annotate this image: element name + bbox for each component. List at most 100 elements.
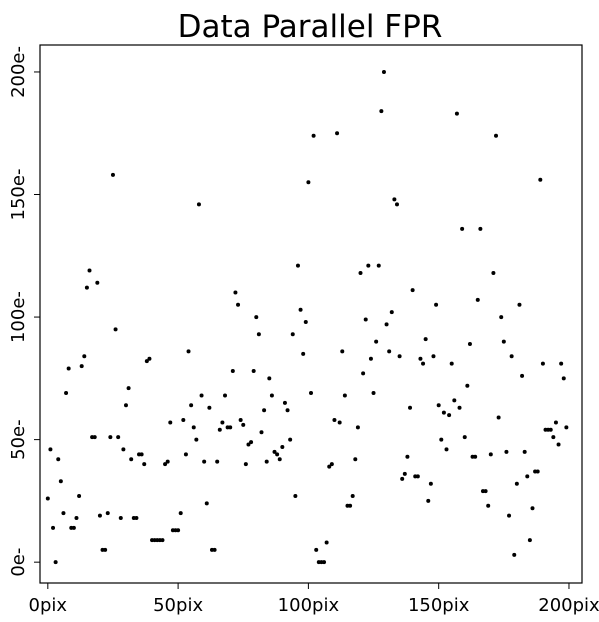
data-point xyxy=(189,403,194,408)
y-tick-label: 0e- xyxy=(8,548,29,577)
data-point xyxy=(491,270,496,275)
data-point xyxy=(564,425,569,430)
data-point xyxy=(108,435,113,440)
data-point xyxy=(368,356,373,361)
data-point xyxy=(358,270,363,275)
data-point xyxy=(467,342,472,347)
data-point xyxy=(421,361,426,366)
data-point xyxy=(288,437,293,442)
x-tick-label: 150pix xyxy=(408,595,470,616)
data-point xyxy=(113,327,118,332)
data-point xyxy=(441,410,446,415)
data-point xyxy=(238,418,243,423)
data-point xyxy=(400,476,405,481)
data-point xyxy=(217,427,222,432)
data-point xyxy=(212,547,217,552)
data-point xyxy=(202,459,207,464)
scatter-points xyxy=(45,69,569,565)
data-point xyxy=(548,427,553,432)
y-tick-label: 150e- xyxy=(8,169,29,221)
data-point xyxy=(223,393,228,398)
data-point xyxy=(56,457,61,462)
data-point xyxy=(118,516,123,521)
data-point xyxy=(384,322,389,327)
data-point xyxy=(165,459,170,464)
data-point xyxy=(186,349,191,354)
data-point xyxy=(77,493,82,498)
data-point xyxy=(314,547,319,552)
data-point xyxy=(95,280,100,285)
data-point xyxy=(454,111,459,116)
data-point xyxy=(423,337,428,342)
data-point xyxy=(199,393,204,398)
data-point xyxy=(303,319,308,324)
data-point xyxy=(82,354,87,359)
data-point xyxy=(512,552,517,557)
data-point xyxy=(530,506,535,511)
data-point xyxy=(181,418,186,423)
data-point xyxy=(436,403,441,408)
data-point xyxy=(243,462,248,467)
data-point xyxy=(342,393,347,398)
data-point xyxy=(116,435,121,440)
data-point xyxy=(147,356,152,361)
data-point xyxy=(327,464,332,469)
data-point xyxy=(249,440,254,445)
data-point xyxy=(478,226,483,231)
data-point xyxy=(335,131,340,136)
data-point xyxy=(457,405,462,410)
data-point xyxy=(348,503,353,508)
data-point xyxy=(483,489,488,494)
data-point xyxy=(264,459,269,464)
data-point xyxy=(236,302,241,307)
data-point xyxy=(418,356,423,361)
data-point xyxy=(293,493,298,498)
data-point xyxy=(507,513,512,518)
data-point xyxy=(374,339,379,344)
data-point xyxy=(215,459,220,464)
data-point xyxy=(301,351,306,356)
data-point xyxy=(262,408,267,413)
data-point xyxy=(465,383,470,388)
data-point xyxy=(444,447,449,452)
data-point xyxy=(452,398,457,403)
data-point xyxy=(332,418,337,423)
data-point xyxy=(160,538,165,543)
plot-area-frame xyxy=(39,44,583,584)
data-point xyxy=(269,393,274,398)
data-point xyxy=(306,180,311,185)
data-point xyxy=(553,420,558,425)
data-point xyxy=(540,361,545,366)
data-point xyxy=(254,315,259,320)
data-point xyxy=(522,449,527,454)
data-point xyxy=(460,226,465,231)
data-point xyxy=(53,560,58,565)
x-tick-label: 100pix xyxy=(278,595,340,616)
data-point xyxy=(350,493,355,498)
data-point xyxy=(87,268,92,273)
data-point xyxy=(246,442,251,447)
data-point xyxy=(298,307,303,312)
data-point xyxy=(551,435,556,440)
y-tick-label: 200e- xyxy=(8,46,29,98)
data-point xyxy=(517,302,522,307)
data-point xyxy=(389,310,394,315)
data-point xyxy=(415,474,420,479)
data-point xyxy=(509,354,514,359)
data-point xyxy=(64,391,69,396)
data-point xyxy=(371,391,376,396)
data-point xyxy=(514,481,519,486)
data-point xyxy=(256,332,261,337)
data-point xyxy=(71,525,76,530)
data-point xyxy=(275,452,280,457)
data-point xyxy=(402,471,407,476)
data-point xyxy=(282,400,287,405)
y-tick-label: 100e- xyxy=(8,291,29,343)
data-point xyxy=(379,109,384,114)
data-point xyxy=(556,442,561,447)
data-point xyxy=(408,405,413,410)
y-tick-label: 50e- xyxy=(8,419,29,459)
data-point xyxy=(329,462,334,467)
data-point xyxy=(79,364,84,369)
